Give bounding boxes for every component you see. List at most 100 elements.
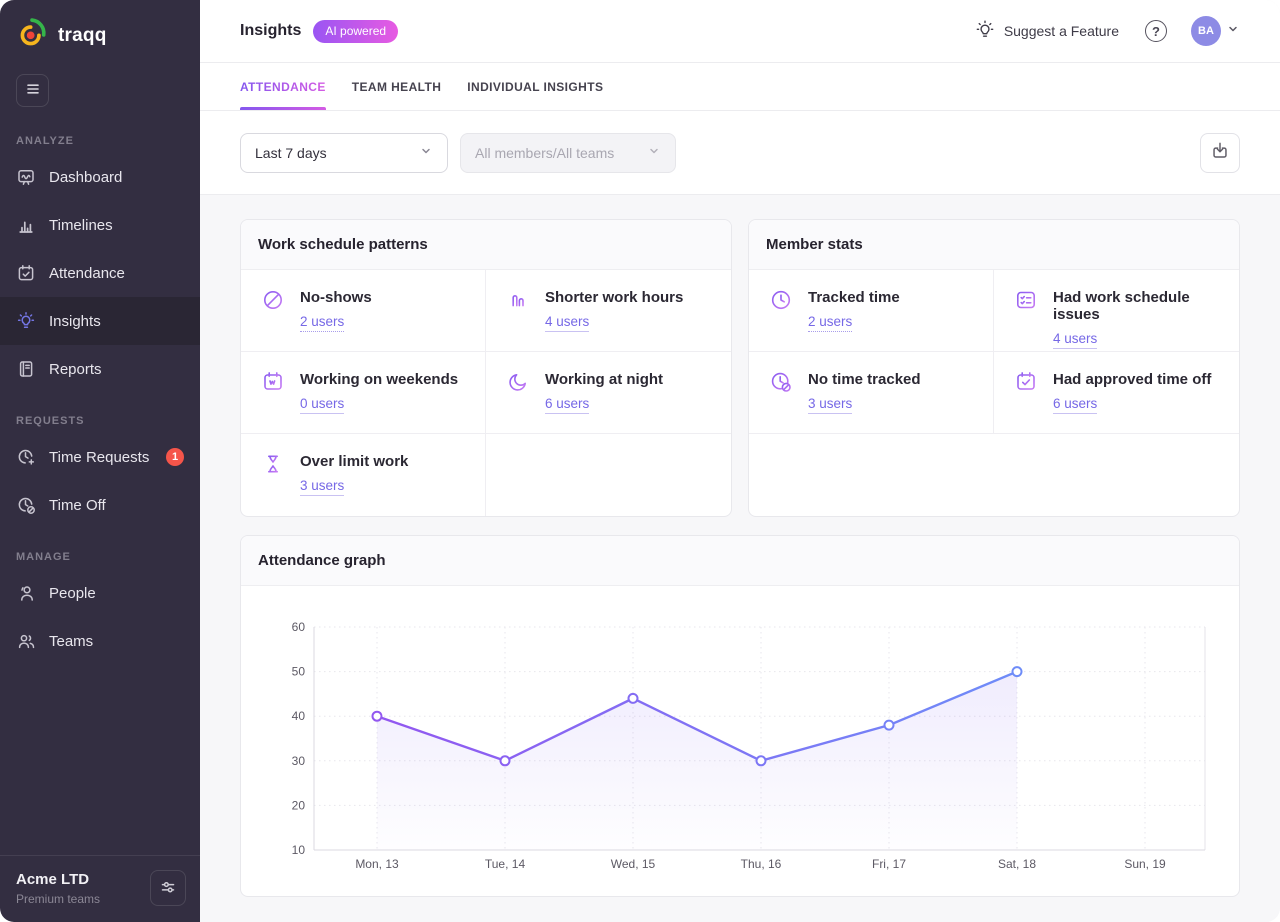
members-select[interactable]: All members/All teams [460, 132, 676, 173]
chevron-down-icon [647, 144, 661, 161]
date-range-select[interactable]: Last 7 days [240, 132, 448, 173]
card-title: Attendance graph [241, 536, 1239, 586]
tab-team-health[interactable]: TEAM HEALTH [351, 79, 442, 94]
stat-cell-over-limit-work: Over limit work 3 users [241, 434, 486, 516]
top-bar: Insights AI powered Suggest a Feature ? [200, 0, 1280, 63]
sidebar: traqq ANALYZE Dashboard [0, 0, 200, 922]
help-button[interactable]: ? [1145, 20, 1167, 42]
svg-text:30: 30 [292, 754, 306, 768]
nav-section-analyze: ANALYZE [16, 135, 74, 147]
sidebar-item-label: Reports [49, 360, 102, 378]
members-value: All members/All teams [475, 144, 615, 161]
card-title: Member stats [749, 220, 1239, 270]
suggest-a-feature-label: Suggest a Feature [1003, 23, 1119, 39]
stat-label: Had approved time off [1053, 371, 1212, 388]
stat-users-link[interactable]: 2 users [808, 314, 853, 332]
sidebar-item-dashboard[interactable]: Dashboard [0, 153, 200, 201]
sidebar-item-label: Timelines [49, 216, 113, 234]
sidebar-item-reports[interactable]: Reports [0, 345, 200, 393]
stat-label: No time tracked [808, 371, 921, 388]
stat-cell-no-time-tracked: No time tracked 3 users [749, 352, 994, 434]
account-menu[interactable]: BA [1191, 16, 1240, 46]
dashboard-icon [16, 167, 36, 187]
sidebar-item-timelines[interactable]: Timelines [0, 201, 200, 249]
svg-text:Tue, 14: Tue, 14 [485, 857, 526, 871]
svg-text:Mon, 13: Mon, 13 [355, 857, 399, 871]
sidebar-item-teams[interactable]: Teams [0, 617, 200, 665]
sidebar-nav: ANALYZE Dashboard [0, 113, 200, 855]
sidebar-item-label: Time Requests [49, 448, 150, 466]
sidebar-item-label: Attendance [49, 264, 125, 282]
stat-users-link[interactable]: 6 users [545, 396, 590, 414]
sidebar-item-label: Teams [49, 632, 94, 650]
moon-icon [506, 370, 530, 394]
chevron-down-icon [1226, 22, 1240, 41]
tab-attendance[interactable]: ATTENDANCE [240, 63, 326, 110]
svg-text:Fri, 17: Fri, 17 [872, 857, 906, 871]
svg-text:10: 10 [292, 843, 306, 857]
sidebar-item-time-requests[interactable]: Time Requests 1 [0, 433, 200, 481]
calendar-check-icon [1014, 370, 1038, 394]
time-requests-icon [16, 447, 36, 467]
stat-users-link[interactable]: 6 users [1053, 396, 1098, 414]
no-shows-icon [261, 288, 285, 312]
page-title: Insights [240, 22, 302, 39]
attendance-graph-card: Attendance graph 10 20 30 40 50 60 Mon, 13 Tue,… [240, 535, 1240, 897]
stat-users-link[interactable]: 0 users [300, 396, 345, 414]
workspace-name: Acme LTD [16, 870, 90, 888]
stat-cell-work-schedule-issues: Had work schedule issues 4 users [994, 270, 1239, 352]
stat-users-link[interactable]: 4 users [545, 314, 590, 332]
insights-tabs: ATTENDANCE TEAM HEALTH INDIVIDUAL INSIGH… [200, 63, 1280, 111]
teams-icon [16, 631, 36, 651]
sidebar-item-label: Dashboard [49, 168, 123, 186]
insights-icon [16, 311, 36, 331]
hamburger-icon [24, 80, 42, 101]
question-mark-icon: ? [1152, 23, 1160, 39]
stat-label: Shorter work hours [545, 289, 684, 306]
stat-users-link[interactable]: 3 users [808, 396, 853, 414]
ai-powered-badge: AI powered [313, 19, 399, 43]
export-report-button[interactable] [1200, 132, 1240, 173]
member-stats-grid: Tracked time 2 users [749, 270, 1239, 516]
sliders-icon [158, 877, 178, 900]
member-stats-card: Member stats Tracked time 2 users [748, 219, 1240, 517]
lightbulb-icon [974, 19, 996, 44]
weekend-calendar-icon [261, 370, 285, 394]
attendance-icon [16, 263, 36, 283]
sidebar-item-attendance[interactable]: Attendance [0, 249, 200, 297]
time-off-icon [16, 495, 36, 515]
stat-users-link[interactable]: 2 users [300, 314, 345, 332]
svg-text:Thu, 16: Thu, 16 [741, 857, 782, 871]
collapse-sidebar-button[interactable] [16, 74, 49, 107]
card-title: Work schedule patterns [241, 220, 731, 270]
hourglass-icon [261, 452, 285, 476]
stat-users-link[interactable]: 3 users [300, 478, 345, 496]
suggest-a-feature-button[interactable]: Suggest a Feature [974, 19, 1119, 44]
work-schedule-patterns-card: Work schedule patterns No-shows 2 users [240, 219, 732, 517]
svg-text:Sun, 19: Sun, 19 [1124, 857, 1166, 871]
people-icon [16, 583, 36, 603]
nav-section-manage: MANAGE [16, 551, 71, 563]
time-requests-count-badge: 1 [166, 448, 184, 466]
traqq-logo-icon [16, 17, 49, 55]
checklist-icon [1014, 288, 1038, 312]
stat-users-link[interactable]: 4 users [1053, 331, 1098, 349]
brand[interactable]: traqq [0, 0, 200, 56]
workspace-settings-button[interactable] [150, 870, 186, 906]
date-range-value: Last 7 days [255, 144, 327, 161]
tab-individual-insights[interactable]: INDIVIDUAL INSIGHTS [467, 79, 604, 94]
stat-label: No-shows [300, 289, 372, 306]
svg-text:40: 40 [292, 709, 306, 723]
sidebar-item-insights[interactable]: Insights [0, 297, 200, 345]
sidebar-item-label: People [49, 584, 96, 602]
sidebar-item-time-off[interactable]: Time Off [0, 481, 200, 529]
stat-label: Working at night [545, 371, 664, 388]
stat-label: Had work schedule issues [1053, 289, 1190, 323]
sidebar-item-people[interactable]: People [0, 569, 200, 617]
stat-cell-no-shows: No-shows 2 users [241, 270, 486, 352]
svg-text:60: 60 [292, 620, 306, 634]
clock-icon [769, 288, 793, 312]
workspace-plan: Premium teams [16, 891, 101, 906]
stat-cell-working-on-weekends: Working on weekends 0 users [241, 352, 486, 434]
